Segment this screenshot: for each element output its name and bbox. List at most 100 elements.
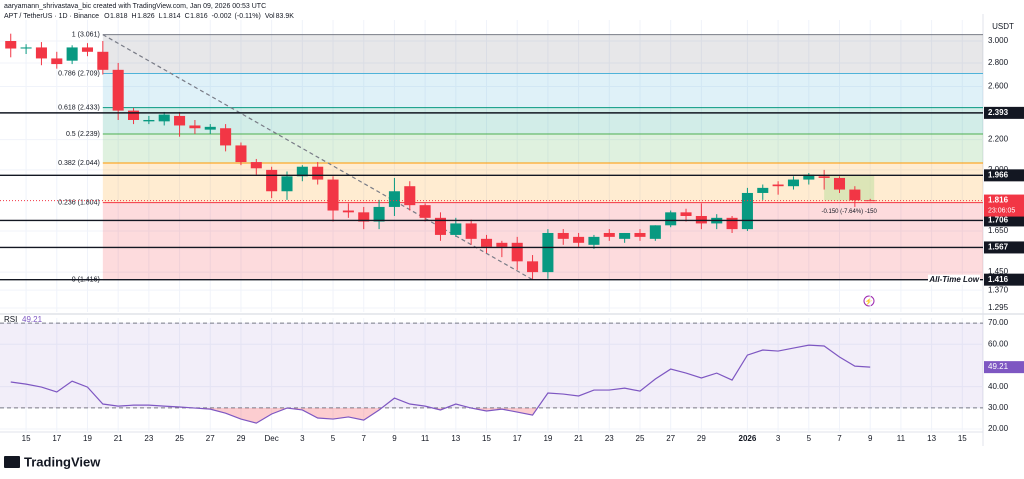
level-label: 1.706 [988, 216, 1009, 225]
y-tick-label: 20.00 [988, 424, 1009, 433]
candle-body [81, 47, 94, 52]
y-tick-label: 2.600 [988, 82, 1009, 91]
x-tick-label: 5 [331, 434, 336, 443]
change-pct: (-0.11%) [235, 13, 261, 20]
x-tick-label: 17 [52, 434, 61, 443]
candle-body [404, 186, 416, 206]
x-tick-label: 19 [83, 434, 92, 443]
fib-band [102, 34, 983, 74]
fib-label: 1 (3.061) [72, 31, 100, 38]
logo: TradingView [24, 454, 101, 469]
ohlc-key: L [159, 13, 163, 20]
volume-key: Vol [265, 13, 275, 20]
ohlc-value: 1.814 [163, 13, 181, 20]
candle-body [726, 217, 738, 230]
candle-body [450, 223, 462, 235]
candle-body [434, 217, 446, 235]
candle-body [818, 176, 830, 178]
candle-body [143, 119, 155, 122]
candle-body [603, 232, 615, 237]
candle-body [419, 205, 431, 218]
ohlc-value: 1.826 [137, 13, 155, 20]
ohlc-value: 1.816 [190, 13, 208, 20]
level-label: 1.966 [988, 170, 1009, 179]
candle-body [174, 115, 186, 126]
level-label: 1.567 [988, 243, 1009, 252]
candle-body [358, 212, 370, 222]
x-tick-label: 2026 [739, 434, 757, 443]
candle-body [327, 179, 339, 211]
candle-body [634, 232, 646, 237]
volume: 83.9K [276, 13, 295, 20]
candle-body [35, 47, 47, 59]
measure-box [824, 175, 875, 201]
y-tick-label: 40.00 [988, 382, 1009, 391]
y-tick-label: 70.00 [988, 318, 1009, 327]
ohlc-key: C [185, 13, 190, 20]
level-tag [984, 106, 1024, 119]
candle-body [220, 128, 232, 146]
fib-label: 0.5 (2.239) [66, 131, 100, 138]
candle-body [5, 41, 17, 49]
candle-body [511, 242, 523, 262]
candle-body [680, 212, 692, 216]
x-tick-label: 21 [114, 434, 123, 443]
candle-body [695, 215, 707, 224]
x-tick-label: 29 [697, 434, 706, 443]
alert-icon[interactable] [863, 295, 875, 307]
candle-body [97, 51, 109, 70]
candle-body [250, 162, 262, 169]
candle-body [296, 166, 308, 177]
candle-body [542, 232, 554, 273]
y-tick-label: 2.200 [988, 135, 1009, 144]
y-tick-label: 2.800 [988, 58, 1009, 67]
x-tick-label: 11 [897, 434, 906, 443]
candle-body [588, 236, 600, 245]
candle-body [849, 189, 861, 201]
x-tick-label: 29 [237, 434, 246, 443]
alert-glyph: ⚡ [865, 296, 874, 305]
candle-body [573, 236, 585, 243]
rsi-tag-label: 49.21 [988, 362, 1009, 371]
ohlc-key: H [132, 13, 137, 20]
candle-body [741, 192, 753, 230]
level-tag [984, 241, 1024, 254]
candle-body [66, 47, 78, 61]
annotation-bg [928, 274, 980, 285]
level-tag [984, 273, 1024, 286]
candle-body [557, 232, 569, 239]
level-tag [984, 169, 1024, 182]
y-tick-label: 1.450 [988, 267, 1009, 276]
level-tag [984, 214, 1024, 227]
candle-body [266, 169, 278, 192]
candle-body [20, 47, 32, 49]
candle-body [342, 210, 354, 213]
x-tick-label: 13 [451, 434, 460, 443]
pane [0, 20, 983, 312]
x-tick-label: 19 [543, 434, 552, 443]
credit: aaryamann_shrivastava_bic created with T… [4, 3, 266, 10]
fib-label: 0.236 (1.804) [58, 200, 100, 207]
candle-body [235, 145, 247, 163]
x-tick-label: 15 [22, 434, 31, 443]
y-tick-label: 1.295 [988, 303, 1009, 312]
x-tick-label: 3 [300, 434, 305, 443]
x-tick-label: 11 [421, 434, 430, 443]
x-tick-label: 13 [927, 434, 936, 443]
last-price-tag [984, 194, 1024, 217]
candle-body [388, 191, 400, 207]
countdown: 23:06:05 [988, 207, 1015, 214]
candle-body [158, 114, 170, 122]
candle-body [787, 179, 799, 187]
level-label: 1.416 [988, 275, 1009, 284]
x-tick-label: 3 [776, 434, 781, 443]
logo-mark [4, 456, 20, 468]
x-tick-label: 15 [482, 434, 491, 443]
x-tick-label: 5 [807, 434, 812, 443]
candle-body [281, 176, 293, 192]
candle-body [189, 125, 201, 129]
x-tick-label: 25 [636, 434, 645, 443]
candle-body [772, 184, 784, 187]
measure-label: -0.150 (-7.64%) -150 [821, 209, 877, 215]
rsi-tag [984, 361, 1024, 374]
